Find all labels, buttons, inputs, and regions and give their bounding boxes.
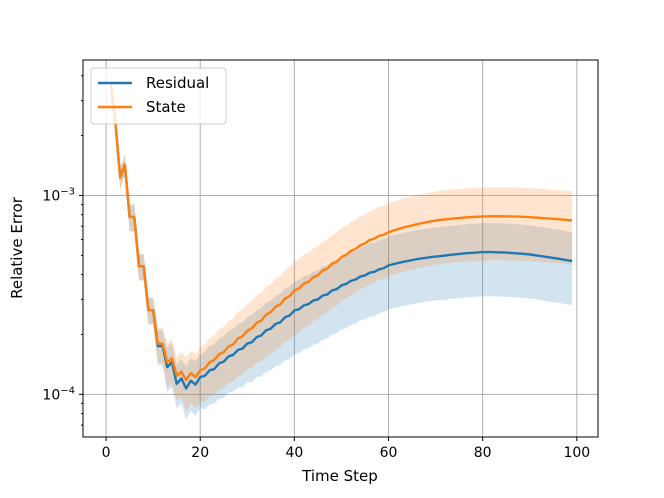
x-tick-label: 80	[474, 445, 492, 461]
band-residual	[110, 72, 573, 420]
legend-label-residual: Residual	[146, 74, 209, 92]
x-tick-label: 20	[191, 445, 209, 461]
legend: Residual State	[90, 67, 227, 125]
y-tick-label: 10−3	[42, 186, 75, 204]
line-residual	[109, 82, 573, 390]
legend-label-state: State	[146, 98, 186, 116]
series-lines	[109, 82, 573, 390]
plot-frame	[82, 59, 599, 438]
x-tick-label: 0	[102, 445, 111, 461]
band-state	[110, 72, 573, 411]
x-axis-label: Time Step	[301, 467, 378, 485]
std-bands	[110, 72, 573, 420]
line-state	[109, 82, 573, 382]
x-tick-label: 100	[563, 445, 590, 461]
x-tick-label: 40	[285, 445, 303, 461]
y-tick-label: 10−4	[42, 385, 75, 403]
ticks: 0 20 40 60 80 100 10−3 10−4	[42, 75, 590, 461]
y-axis-label: Relative Error	[8, 196, 26, 299]
x-tick-label: 60	[380, 445, 398, 461]
